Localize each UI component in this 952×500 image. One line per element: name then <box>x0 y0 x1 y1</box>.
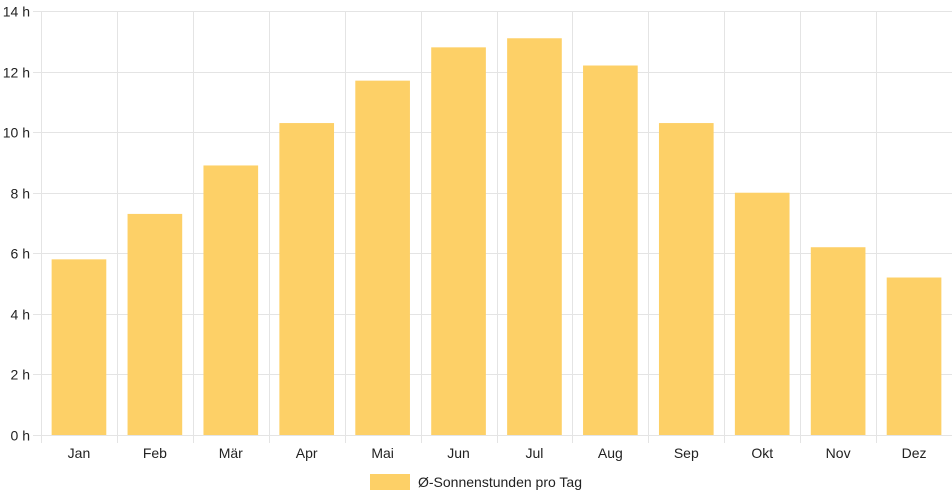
y-tick-label: 8 h <box>11 186 30 202</box>
bar-feb <box>127 213 183 435</box>
bar-jul <box>507 38 562 435</box>
y-tick-label: 6 h <box>11 246 30 262</box>
bar-nov <box>810 247 866 435</box>
x-tick-label: Mär <box>219 445 243 461</box>
legend-label: Ø-Sonnenstunden pro Tag <box>418 474 582 490</box>
y-tick-label: 12 h <box>3 65 30 81</box>
x-tick-label: Jan <box>68 445 91 461</box>
x-tick-label: Mai <box>371 445 394 461</box>
y-tick-label: 10 h <box>3 125 30 141</box>
bar-aug <box>583 65 638 435</box>
bar-apr <box>279 123 335 436</box>
legend: Ø-Sonnenstunden pro Tag <box>370 474 582 490</box>
x-tick-label: Jun <box>447 445 470 461</box>
x-axis: Jan Feb Mär Apr Mai Jun Jul Aug Sep Okt Nov Dez <box>68 445 927 461</box>
bar-sep <box>658 123 714 436</box>
bar-dez <box>886 277 942 435</box>
y-tick-label: 4 h <box>11 307 30 323</box>
bar-layer <box>51 38 942 436</box>
x-tick-label: Aug <box>598 445 623 461</box>
x-tick-label: Okt <box>751 445 773 461</box>
x-tick-label: Dez <box>902 445 927 461</box>
bar-mai <box>355 80 410 436</box>
bar-mär <box>203 165 259 435</box>
x-tick-label: Sep <box>674 445 699 461</box>
grid-layer <box>33 11 952 443</box>
legend-swatch <box>370 474 410 490</box>
y-tick-label: 14 h <box>3 4 30 20</box>
x-tick-label: Feb <box>143 445 167 461</box>
y-axis: 0 h 2 h 4 h 6 h 8 h 10 h 12 h 14 h <box>3 4 30 444</box>
y-tick-label: 0 h <box>11 428 30 444</box>
x-tick-label: Nov <box>826 445 851 461</box>
bar-jan <box>51 259 107 435</box>
x-tick-label: Apr <box>296 445 318 461</box>
bar-jun <box>431 47 486 435</box>
x-tick-label: Jul <box>526 445 544 461</box>
bar-okt <box>734 192 790 435</box>
y-tick-label: 2 h <box>11 367 30 383</box>
